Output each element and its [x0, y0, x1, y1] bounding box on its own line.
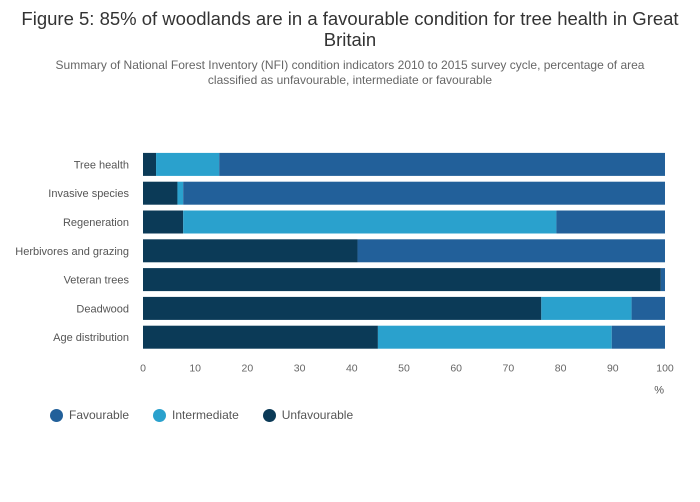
legend-swatch-unfavourable — [262, 408, 276, 422]
chart-subtitle: Summary of National Forest Inventory (NF… — [55, 58, 645, 87]
legend-item-unfavourable[interactable]: Unfavourable — [262, 408, 354, 422]
x-tick-label-80: 80 — [555, 363, 567, 375]
bar-tree-health-favourable[interactable] — [219, 152, 665, 176]
x-axis-label: % — [654, 385, 664, 397]
x-tick-label-10: 10 — [189, 363, 201, 375]
bar-age-distribution-unfavourable[interactable] — [143, 325, 378, 349]
y-tick-label-tree-health: Tree health — [74, 159, 129, 171]
bar-regeneration-favourable[interactable] — [556, 210, 665, 234]
bar-invasive-species-intermediate[interactable] — [177, 181, 184, 205]
bar-chart: Tree health Invasive species Regeneration H… — [15, 152, 674, 397]
bar-tree-health-unfavourable[interactable] — [143, 152, 157, 176]
bar-age-distribution-favourable[interactable] — [611, 325, 665, 349]
legend-label-favourable: Favourable — [69, 408, 130, 422]
bar-herbivores-and-grazing-unfavourable[interactable] — [143, 239, 358, 263]
legend-swatch-favourable — [50, 408, 63, 422]
bar-deadwood-intermediate[interactable] — [541, 296, 632, 320]
y-tick-label-invasive-species: Invasive species — [48, 188, 129, 200]
x-tick-label-90: 90 — [607, 363, 619, 375]
legend-swatch-intermediate — [153, 408, 167, 422]
bar-age-distribution-intermediate[interactable] — [377, 325, 612, 349]
y-tick-label-herbivores-and-grazing: Herbivores and grazing — [15, 246, 129, 258]
chart-title: Figure 5: 85% of woodlands are in a favo… — [21, 8, 679, 50]
y-tick-label-regeneration: Regeneration — [63, 217, 129, 229]
bar-herbivores-and-grazing-favourable[interactable] — [357, 239, 665, 263]
bar-deadwood-unfavourable[interactable] — [143, 296, 542, 320]
y-tick-label-age-distribution: Age distribution — [53, 332, 129, 344]
bar-tree-health-intermediate[interactable] — [156, 152, 220, 176]
legend: Favourable Intermediate Unfavourable — [50, 408, 377, 422]
x-tick-label-30: 30 — [294, 363, 306, 375]
x-tick-label-20: 20 — [242, 363, 254, 375]
bar-veteran-trees-unfavourable[interactable] — [143, 268, 661, 292]
y-tick-label-deadwood: Deadwood — [76, 303, 129, 315]
x-tick-label-50: 50 — [398, 363, 410, 375]
x-tick-label-60: 60 — [450, 363, 462, 375]
x-tick-label-100: 100 — [656, 363, 674, 375]
x-tick-label-70: 70 — [503, 363, 515, 375]
legend-label-unfavourable: Unfavourable — [281, 408, 354, 422]
bar-regeneration-unfavourable[interactable] — [143, 210, 184, 234]
bar-deadwood-favourable[interactable] — [631, 296, 665, 320]
bar-veteran-trees-favourable[interactable] — [660, 268, 665, 292]
legend-label-intermediate: Intermediate — [172, 408, 239, 422]
x-tick-label-40: 40 — [346, 363, 358, 375]
x-tick-label-0: 0 — [140, 363, 146, 375]
y-tick-label-veteran-trees: Veteran trees — [64, 275, 130, 287]
bar-invasive-species-unfavourable[interactable] — [143, 181, 178, 205]
legend-item-favourable[interactable]: Favourable — [50, 408, 129, 422]
legend-item-intermediate[interactable]: Intermediate — [153, 408, 239, 422]
bar-invasive-species-favourable[interactable] — [183, 181, 665, 205]
bar-regeneration-intermediate[interactable] — [183, 210, 557, 234]
